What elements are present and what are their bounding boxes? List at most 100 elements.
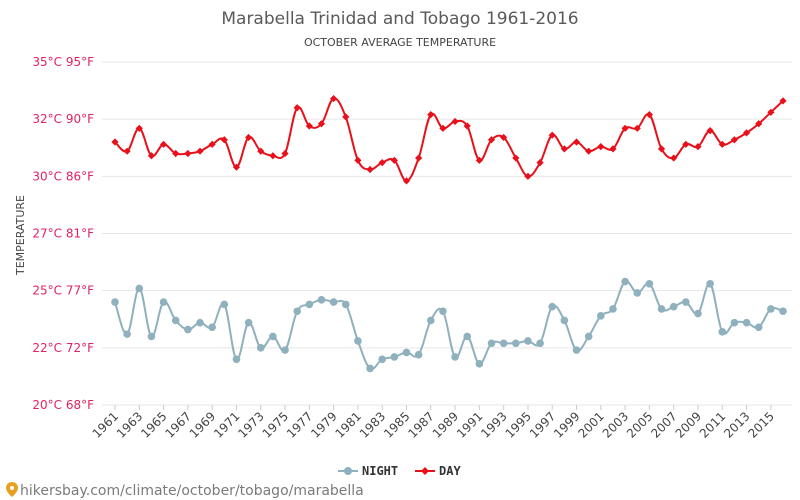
data-point-day[interactable] [718, 140, 726, 148]
data-point-day[interactable] [779, 97, 787, 105]
data-point-night[interactable] [669, 302, 678, 311]
data-point-night[interactable] [208, 323, 216, 332]
data-point-night[interactable] [244, 318, 253, 327]
data-point-day[interactable] [317, 120, 326, 128]
data-point-day[interactable] [123, 147, 131, 155]
data-point-day[interactable] [500, 133, 508, 142]
data-point-night[interactable] [779, 307, 787, 316]
data-point-night[interactable] [645, 280, 654, 288]
data-point-night[interactable] [232, 355, 241, 364]
data-point-day[interactable] [330, 94, 338, 103]
data-point-day[interactable] [305, 122, 313, 130]
data-point-night[interactable] [305, 300, 314, 309]
data-point-day[interactable] [342, 113, 350, 121]
data-point-day[interactable] [439, 124, 447, 132]
data-point-night[interactable] [281, 346, 289, 354]
data-point-day[interactable] [645, 110, 653, 119]
data-point-night[interactable] [378, 355, 387, 364]
data-point-night[interactable] [584, 332, 593, 341]
data-point-night[interactable] [754, 323, 763, 332]
data-point-day[interactable] [184, 149, 192, 158]
data-point-night[interactable] [548, 302, 557, 311]
data-point-night[interactable] [512, 339, 520, 348]
data-point-day[interactable] [730, 136, 739, 144]
data-point-day[interactable] [682, 140, 690, 148]
data-point-day[interactable] [524, 172, 532, 180]
data-point-day[interactable] [427, 110, 435, 119]
data-point-night[interactable] [730, 318, 739, 327]
data-point-day[interactable] [560, 145, 568, 153]
data-point-night[interactable] [123, 330, 131, 338]
data-point-night[interactable] [317, 296, 326, 304]
data-point-night[interactable] [633, 289, 642, 297]
data-point-day[interactable] [220, 136, 228, 144]
data-point-night[interactable] [487, 339, 496, 348]
data-point-day[interactable] [670, 154, 678, 162]
data-point-night[interactable] [402, 348, 411, 357]
data-point-day[interactable] [390, 156, 398, 164]
data-point-night[interactable] [426, 316, 435, 325]
data-point-day[interactable] [609, 145, 617, 153]
data-point-night[interactable] [694, 309, 702, 318]
data-point-night[interactable] [524, 337, 532, 345]
data-point-night[interactable] [147, 332, 156, 341]
data-point-day[interactable] [706, 127, 714, 135]
data-point-night[interactable] [451, 353, 459, 361]
data-point-night[interactable] [572, 346, 581, 354]
data-point-night[interactable] [171, 316, 180, 325]
legend-item-night[interactable]: NIGHT [338, 464, 398, 478]
data-point-day[interactable] [512, 154, 520, 162]
data-point-day[interactable] [597, 143, 605, 151]
data-point-night[interactable] [609, 305, 617, 313]
data-point-night[interactable] [560, 316, 569, 325]
data-point-night[interactable] [742, 318, 751, 327]
data-point-night[interactable] [366, 364, 374, 373]
data-point-night[interactable] [706, 280, 714, 288]
data-point-night[interactable] [439, 307, 447, 316]
data-point-night[interactable] [390, 353, 399, 361]
data-point-day[interactable] [293, 104, 301, 112]
data-point-day[interactable] [196, 147, 204, 155]
data-point-day[interactable] [366, 165, 374, 174]
data-point-night[interactable] [135, 284, 144, 293]
footer-url-link[interactable]: hikersbay.com/climate/october/tobago/mar… [20, 483, 364, 499]
data-point-night[interactable] [463, 332, 472, 341]
data-point-day[interactable] [208, 140, 216, 148]
data-point-day[interactable] [585, 147, 593, 155]
data-point-day[interactable] [402, 177, 411, 185]
data-point-day[interactable] [378, 159, 386, 167]
data-point-day[interactable] [767, 108, 775, 116]
data-point-night[interactable] [475, 360, 484, 368]
data-point-day[interactable] [548, 131, 556, 139]
data-point-day[interactable] [415, 154, 423, 162]
data-point-night[interactable] [184, 325, 192, 334]
data-point-night[interactable] [536, 339, 544, 348]
data-point-day[interactable] [257, 147, 265, 155]
data-point-night[interactable] [499, 339, 508, 348]
data-point-night[interactable] [159, 298, 168, 306]
data-point-night[interactable] [657, 305, 666, 313]
legend-item-day[interactable]: DAY [415, 464, 461, 478]
data-point-day[interactable] [621, 124, 629, 132]
data-point-night[interactable] [111, 298, 119, 306]
data-point-day[interactable] [111, 138, 119, 146]
data-point-day[interactable] [172, 149, 180, 158]
data-point-night[interactable] [256, 344, 265, 352]
data-point-day[interactable] [536, 159, 544, 167]
data-point-day[interactable] [147, 152, 156, 160]
data-point-day[interactable] [572, 138, 581, 146]
footer[interactable]: hikersbay.com/climate/october/tobago/mar… [6, 482, 364, 499]
data-point-day[interactable] [159, 140, 168, 148]
data-point-night[interactable] [767, 305, 775, 313]
data-point-day[interactable] [281, 149, 289, 158]
data-point-night[interactable] [293, 307, 301, 316]
data-point-night[interactable] [597, 312, 605, 320]
data-point-day[interactable] [463, 122, 471, 130]
data-point-day[interactable] [657, 145, 666, 153]
data-point-night[interactable] [269, 332, 277, 341]
data-point-day[interactable] [269, 152, 277, 160]
data-point-day[interactable] [475, 156, 483, 164]
data-point-night[interactable] [621, 277, 629, 286]
data-point-day[interactable] [755, 120, 763, 128]
data-point-day[interactable] [245, 133, 253, 142]
